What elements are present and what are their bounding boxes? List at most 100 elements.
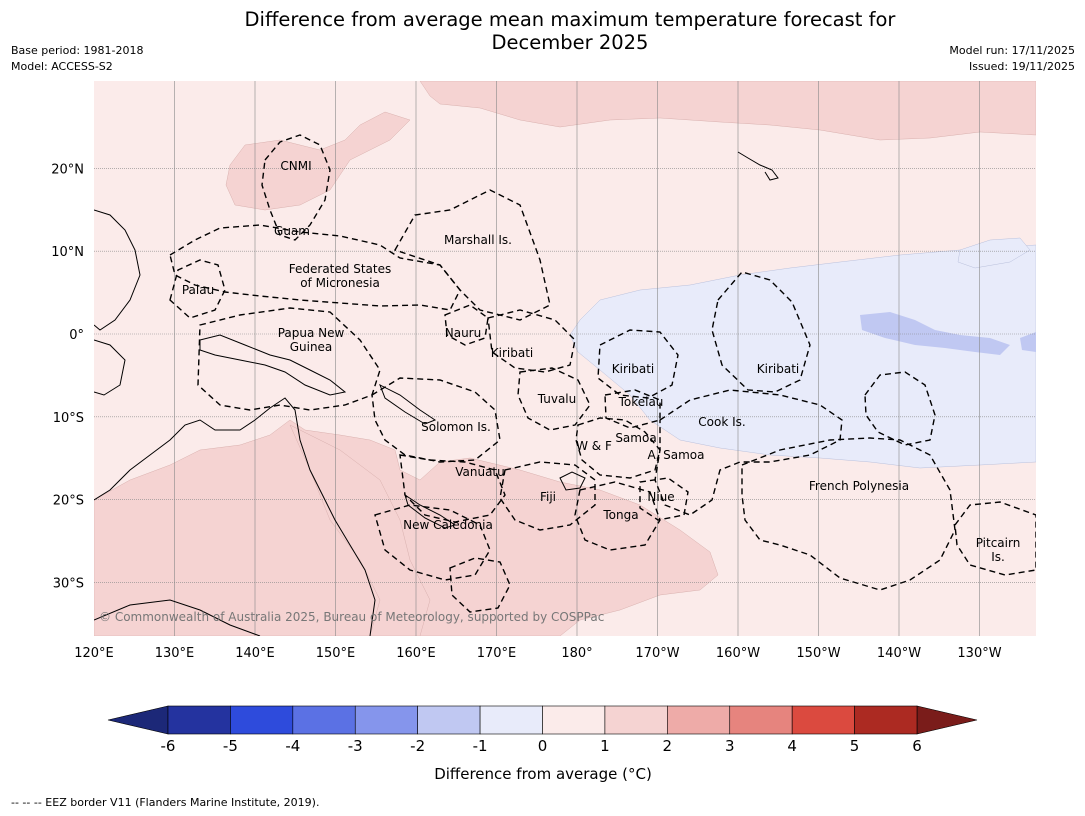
colorbar-tick-label: -2 <box>410 737 425 755</box>
place-label-line: Kiribati <box>757 362 799 376</box>
eez-vanuatu <box>399 454 506 523</box>
lat-label: 0° <box>69 328 84 343</box>
lon-label: 160°W <box>716 646 760 661</box>
place-label-line: Guam <box>274 224 310 238</box>
eez-newcal <box>374 504 491 581</box>
eez-kiribati-phoenix <box>597 329 679 399</box>
copyright-notice: © Commonwealth of Australia 2025, Bureau… <box>99 610 604 624</box>
eez-palau <box>169 259 226 319</box>
eez-solomon <box>371 377 501 463</box>
lat-label: 10°S <box>53 411 84 426</box>
colorbar-tick-label: 3 <box>725 737 735 755</box>
philippines-coast <box>94 209 141 331</box>
colorbar-tick-label: -4 <box>285 737 300 755</box>
colorbar-tick-label: 5 <box>850 737 860 755</box>
cool-anomaly-core <box>860 312 1010 355</box>
eez-cnmi <box>261 134 331 241</box>
colorbar-segment <box>292 705 356 735</box>
colorbar-tick-label: 0 <box>538 737 548 755</box>
lon-label: 150°W <box>796 646 840 661</box>
place-label-guam: Guam <box>274 224 310 238</box>
place-label-kiribati-west: Kiribati <box>491 346 533 360</box>
lat-label: 20°N <box>51 162 84 177</box>
place-label-line: Nauru <box>445 326 481 340</box>
longitude-labels: 120°E 130°E 140°E 150°E 160°E 170°E 180° 170°W 1… <box>74 646 1001 661</box>
place-label-line: New Caledonia <box>403 518 493 532</box>
cool-anomaly-region <box>569 244 1036 469</box>
lon-label: 170°W <box>635 646 679 661</box>
title-line-2: December 2025 <box>491 31 649 54</box>
colorbar-tick-label: 6 <box>912 737 922 755</box>
place-label-line: Papua New <box>278 326 345 340</box>
place-label-line: A. Samoa <box>648 448 705 462</box>
map-title: Difference from average mean maximum tem… <box>170 8 970 54</box>
place-label-line: of Micronesia <box>300 276 380 290</box>
new-guinea-coast <box>199 334 347 396</box>
warm-anomaly-south <box>94 419 719 636</box>
eez-samoa-wf <box>575 417 661 479</box>
place-label-line: Niue <box>647 490 674 504</box>
place-label-line: Samoa <box>615 431 656 445</box>
place-label-line: Fiji <box>540 490 556 504</box>
eez-pitcairn <box>954 501 1036 576</box>
place-label-vanuatu: Vanuatu <box>455 465 505 479</box>
base-period: Base period: 1981-2018 <box>11 44 144 57</box>
place-label-line: Is. <box>991 550 1005 564</box>
colorbar-over-arrow <box>916 705 978 735</box>
colorbar-segment <box>791 705 855 735</box>
colorbar-segment <box>417 705 481 735</box>
cool-anomaly-north <box>957 237 1031 269</box>
lat-label: 10°N <box>51 245 84 260</box>
colorbar-under-arrow <box>107 705 169 735</box>
eez-legend: -- -- -- EEZ border V11 (Flanders Marine… <box>11 796 320 809</box>
place-label-marshall: Marshall Is. <box>444 233 512 247</box>
place-label-newcal: New Caledonia <box>403 518 493 532</box>
place-label-line: Tonga <box>602 508 638 522</box>
place-labels: CNMI Guam Marshall Is. Palau Federated State… <box>182 159 1020 564</box>
place-label-line: Cook Is. <box>698 415 745 429</box>
new-zealand-coast <box>94 599 261 636</box>
graticule <box>94 81 1036 636</box>
lon-label: 130°E <box>155 646 195 661</box>
place-label-niue: Niue <box>647 490 674 504</box>
place-label-asamoa: A. Samoa <box>648 448 705 462</box>
run-info: Model run: 17/11/2025 Issued: 19/11/2025 <box>949 43 1075 75</box>
warm-anomaly-micronesia <box>225 111 411 211</box>
eez-png <box>197 307 381 411</box>
place-label-line: Kiribati <box>612 362 654 376</box>
place-label-nauru: Nauru <box>445 326 481 340</box>
colorbar-segment <box>854 705 918 735</box>
fiji-coast <box>559 471 586 491</box>
place-label-line: Guinea <box>290 340 333 354</box>
colorbar-tick-label: -3 <box>348 737 363 755</box>
colorbar-tick-label: 4 <box>787 737 797 755</box>
colorbar-segment <box>542 705 606 735</box>
place-label-wf: W & F <box>576 439 612 453</box>
place-label-tuvalu: Tuvalu <box>537 392 577 406</box>
lon-label: 140°E <box>235 646 275 661</box>
forecast-map: 20°N10°N0°10°S20°S30°S 120°E 130°E 140°E 15… <box>51 81 1036 783</box>
title-line-1: Difference from average mean maximum tem… <box>244 8 896 31</box>
place-label-kiribati-east: Kiribati <box>757 362 799 376</box>
lon-label: 180° <box>561 646 592 661</box>
lon-label: 160°E <box>396 646 436 661</box>
eez-borders <box>169 134 1036 613</box>
colorbar-tick-label: -5 <box>223 737 238 755</box>
place-label-frpoly: French Polynesia <box>809 479 909 493</box>
lon-label: 170°E <box>477 646 517 661</box>
place-label-line: Vanuatu <box>455 465 505 479</box>
issued-date: Issued: 19/11/2025 <box>968 60 1075 73</box>
eez-frpoly <box>741 437 956 591</box>
model-run-date: Model run: 17/11/2025 <box>949 44 1075 57</box>
place-label-line: Pitcairn <box>976 536 1021 550</box>
place-label-fsm: Federated States of Micronesia <box>289 262 391 290</box>
eez-tokelau <box>604 389 661 429</box>
place-label-palau: Palau <box>182 283 214 297</box>
place-label-line: Palau <box>182 283 214 297</box>
eez-norfolk <box>449 557 511 613</box>
place-label-line: Solomon Is. <box>421 420 491 434</box>
australia-coast <box>94 397 376 636</box>
colorbar-segment <box>354 705 418 735</box>
colorbar-segment <box>479 705 543 735</box>
model-name: Model: ACCESS-S2 <box>11 60 113 73</box>
